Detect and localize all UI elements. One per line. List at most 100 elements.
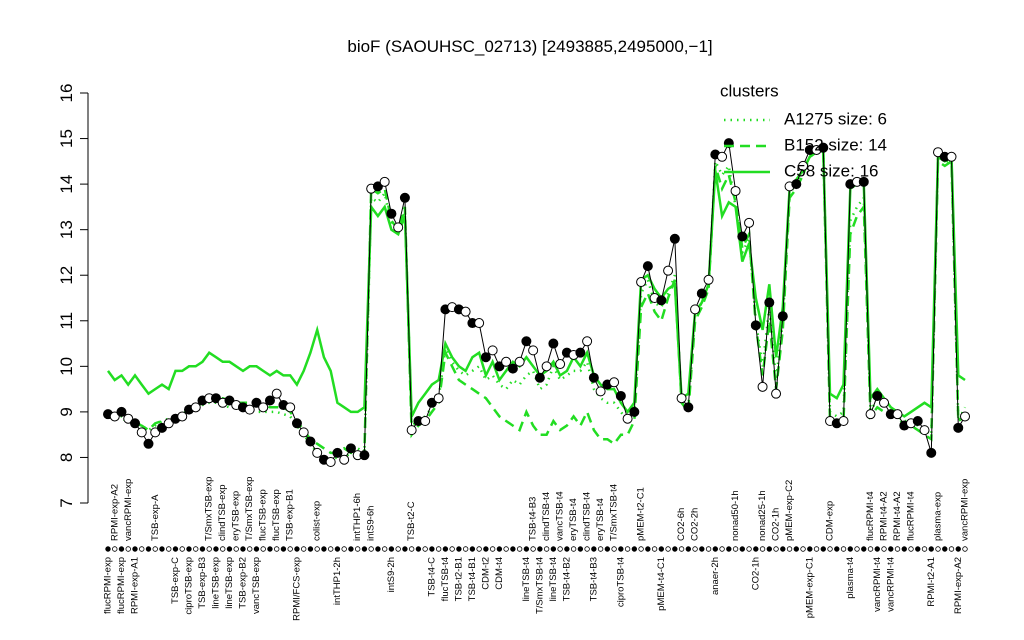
gene-line [107, 141, 966, 463]
rug-dot [719, 546, 725, 552]
rug-dot [712, 546, 719, 552]
point [912, 416, 923, 426]
x-tick-label: CO2-1h [750, 557, 761, 590]
rug-dot [449, 546, 455, 552]
rug-dot [834, 546, 840, 552]
point [818, 142, 829, 153]
x-tick-label: flucTSB-exp [258, 489, 269, 541]
x-tick-label: flucTSB-t4 [440, 557, 451, 601]
x-tick-label: eryTSB-t4 [595, 498, 606, 541]
x-tick-label: TSB-exp-B2 [237, 557, 248, 609]
x-tick-label: CDM-t4 [494, 557, 505, 590]
rug-dot [908, 546, 914, 552]
point [872, 390, 883, 401]
point [163, 418, 174, 429]
point [642, 261, 653, 272]
x-tick-label: lineTSB-exp [224, 557, 235, 609]
rug-dot [631, 546, 638, 552]
rug-dot [206, 546, 212, 552]
point [534, 372, 545, 383]
point [953, 422, 964, 433]
x-tick-label: plasma-exp [933, 492, 944, 541]
rug-dot [354, 546, 361, 552]
x-tick-label: ciproTSB-t4 [615, 557, 626, 607]
point [703, 274, 714, 285]
point [737, 231, 748, 242]
rug-dot [152, 546, 158, 552]
rug-dot [618, 546, 624, 552]
point [879, 397, 890, 408]
point [345, 443, 356, 454]
rug-dot [840, 546, 847, 552]
point [838, 416, 849, 426]
y-tick-label: 12 [57, 266, 76, 285]
rug-dot [118, 546, 125, 552]
x-tick-label: TSB-exp-C [170, 557, 181, 604]
x-tick-label: clindTSB-t4 [541, 492, 552, 541]
rug-dot [759, 546, 766, 552]
rug-dot [199, 546, 206, 552]
point [690, 304, 701, 315]
rug-dot [240, 546, 246, 552]
point [426, 397, 437, 408]
x-tick-label: intS9-2h [386, 557, 397, 592]
legend-label: B152 size: 14 [784, 135, 887, 154]
point [750, 320, 761, 331]
rug-dot [665, 546, 671, 552]
rug-dot [402, 546, 408, 552]
y-tick-label: 8 [57, 453, 76, 462]
point [656, 295, 667, 306]
rug-dot [334, 546, 341, 552]
rug-dot [901, 546, 907, 552]
rug-dot [570, 546, 577, 552]
x-tick-label: pMEM-exp-C1 [804, 557, 815, 618]
x-tick-label: CO2-1h [771, 508, 782, 541]
rug-dot [530, 546, 536, 552]
x-tick-label: RPMI-t2-A1 [926, 557, 937, 607]
rug-dot [827, 546, 833, 552]
point [372, 181, 383, 192]
point [622, 413, 633, 424]
rug-dot [274, 546, 280, 552]
point [858, 176, 869, 187]
point [433, 393, 444, 404]
x-tick-label: colist-exp [312, 501, 323, 541]
x-tick-label: TSB-exp-B3 [197, 557, 208, 609]
x-tick-label: clindTSB-exp [217, 485, 228, 542]
point [420, 416, 431, 426]
point [764, 297, 775, 308]
rug-dot [381, 546, 388, 552]
rug-dot [348, 546, 354, 552]
x-tick-label: vancTSB-t4 [555, 491, 566, 541]
point [494, 361, 505, 372]
rug-dot [314, 546, 320, 552]
rug-dot [307, 546, 314, 552]
point [501, 356, 512, 367]
rug-dot [672, 546, 678, 552]
point [595, 386, 606, 397]
rug-dot [753, 546, 759, 552]
rug-dot [321, 546, 327, 552]
point [264, 395, 275, 406]
point [129, 418, 140, 429]
rug-dot [253, 546, 260, 552]
x-tick-label: nonad50-1h [730, 490, 741, 541]
point [379, 176, 390, 187]
point [123, 413, 134, 424]
x-tick-label: intS9-6h [366, 506, 377, 541]
rug-dot [773, 546, 779, 552]
rug-dot [186, 546, 192, 552]
y-tick-label: 14 [57, 175, 76, 194]
rug-dot [800, 546, 806, 552]
rug-dot [820, 546, 826, 552]
rug-dot [780, 546, 786, 552]
point [224, 395, 235, 406]
rug-dot [125, 546, 131, 552]
rug-dot [564, 546, 570, 552]
rug-dot [699, 546, 705, 552]
point [109, 411, 120, 422]
legend-label: C58 size: 16 [784, 161, 879, 180]
rug-dot [267, 546, 273, 552]
x-tick-label: T/SmxTSB-exp [244, 477, 255, 541]
point [332, 447, 343, 458]
